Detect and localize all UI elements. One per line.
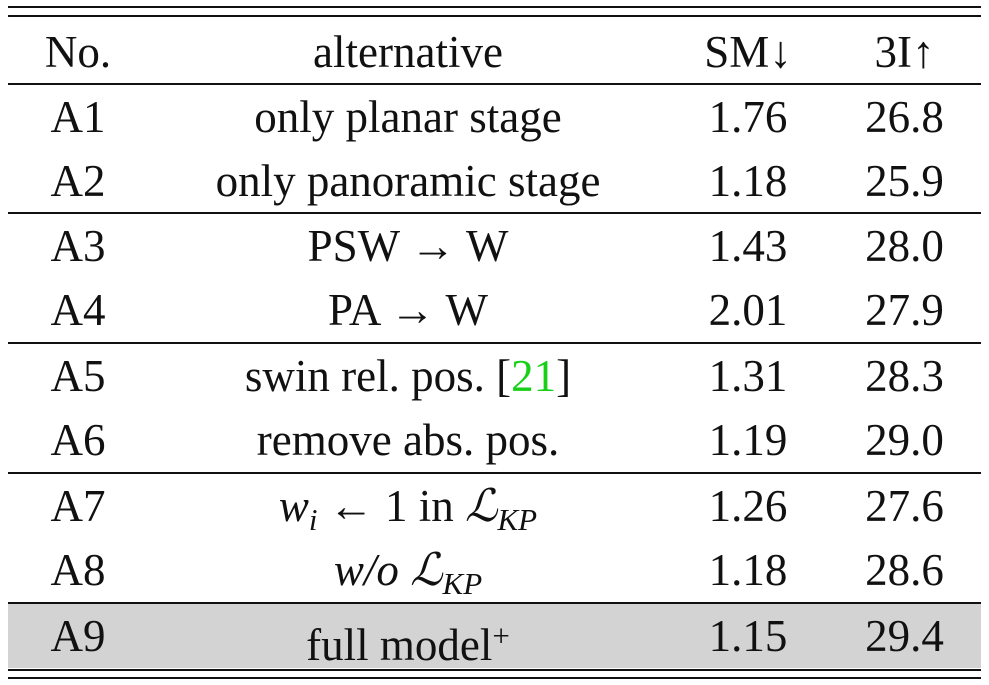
row-sm: 1.18 <box>708 156 788 206</box>
row-alternative: only planar stage <box>254 92 562 142</box>
row-sm: 1.76 <box>708 92 788 142</box>
table-row: A3 PSW → W 1.43 28.0 <box>8 214 981 278</box>
row-alternative: full model+ <box>148 604 668 670</box>
group-rule <box>8 212 981 214</box>
row-sm: 1.31 <box>708 351 788 401</box>
group-rule <box>8 342 981 344</box>
alt-text: swin rel. pos. [ <box>244 351 512 401</box>
alt-text: ← 1 in <box>317 481 466 531</box>
header-3i: 3I↑ <box>874 27 935 77</box>
row-no: A4 <box>50 285 106 335</box>
bottom-rule-2 <box>8 677 981 679</box>
alt-superscript: + <box>492 618 510 653</box>
alt-text: ] <box>556 351 572 401</box>
header-rule <box>8 83 981 85</box>
row-no: A1 <box>50 92 106 142</box>
row-sm: 1.15 <box>708 611 788 661</box>
row-alternative: only panoramic stage <box>215 156 601 206</box>
row-alternative: swin rel. pos. [21] <box>148 344 668 408</box>
row-no: A8 <box>50 545 106 595</box>
row-alternative: PA → W <box>327 285 489 335</box>
row-3i: 29.0 <box>865 415 944 465</box>
row-alternative: w/o ℒKP <box>148 538 668 602</box>
table-row: A6 remove abs. pos. 1.19 29.0 <box>8 408 981 472</box>
row-3i: 27.9 <box>865 285 944 335</box>
row-3i: 26.8 <box>865 92 944 142</box>
row-no: A9 <box>50 611 106 661</box>
top-rule-2 <box>8 15 981 17</box>
top-rule-1 <box>8 6 981 8</box>
math-sub-i: i <box>308 502 318 537</box>
table-row: A2 only panoramic stage 1.18 25.9 <box>8 149 981 213</box>
row-no: A2 <box>50 156 106 206</box>
table-row: A8 w/o ℒKP 1.18 28.6 <box>8 538 981 602</box>
header-alternative: alternative <box>313 27 503 77</box>
math-sub-KP: KP <box>497 502 538 537</box>
table-row-highlighted: A9 full model+ 1.15 29.4 <box>8 604 981 670</box>
row-no: A5 <box>50 351 106 401</box>
math-sub-KP: KP <box>442 566 483 601</box>
math-loss-L: ℒ <box>410 543 443 596</box>
header-sm: SM↓ <box>704 27 792 77</box>
row-no: A6 <box>50 415 106 465</box>
math-w: w <box>278 481 309 531</box>
table-row: A1 only planar stage 1.76 26.8 <box>8 85 981 149</box>
table-row: A7 wi ← 1 in ℒKP 1.26 27.6 <box>8 474 981 538</box>
row-sm: 1.43 <box>708 221 788 271</box>
math-loss-L: ℒ <box>465 479 498 532</box>
row-alternative: remove abs. pos. <box>256 415 560 465</box>
math-wo: w/o <box>333 545 399 595</box>
alt-text: full model <box>306 620 493 670</box>
header-row: No. alternative SM↓ 3I↑ <box>8 20 981 84</box>
group-rule <box>8 472 981 474</box>
row-3i: 29.4 <box>865 611 944 661</box>
row-3i: 27.6 <box>865 481 944 531</box>
group-rule <box>8 602 981 604</box>
row-no: A3 <box>50 221 106 271</box>
row-3i: 28.6 <box>865 545 944 595</box>
row-sm: 1.18 <box>708 545 788 595</box>
bottom-rule-1 <box>8 669 981 671</box>
row-3i: 25.9 <box>865 156 944 206</box>
row-alternative: wi ← 1 in ℒKP <box>148 474 668 538</box>
row-no: A7 <box>50 481 106 531</box>
row-alternative: PSW → W <box>307 221 509 271</box>
row-sm: 1.19 <box>708 415 788 465</box>
row-sm: 2.01 <box>708 285 788 335</box>
table-row: A5 swin rel. pos. [21] 1.31 28.3 <box>8 344 981 408</box>
row-sm: 1.26 <box>708 481 788 531</box>
header-no: No. <box>44 27 112 77</box>
table-row: A4 PA → W 2.01 27.9 <box>8 278 981 342</box>
citation-link[interactable]: 21 <box>511 351 557 401</box>
row-3i: 28.3 <box>865 351 944 401</box>
row-3i: 28.0 <box>865 221 944 271</box>
